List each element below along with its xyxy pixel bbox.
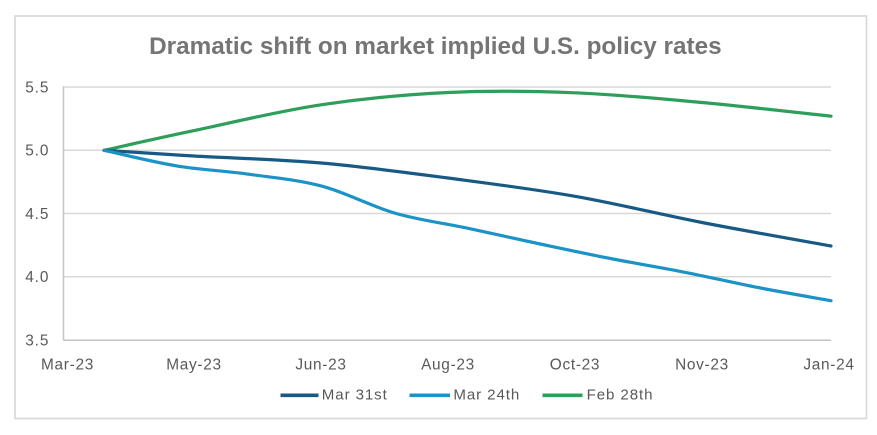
svg-text:4.0: 4.0	[25, 269, 49, 286]
svg-text:Mar 24th: Mar 24th	[453, 387, 520, 404]
svg-text:3.5: 3.5	[25, 333, 49, 350]
svg-text:Oct-23: Oct-23	[550, 357, 600, 374]
svg-text:Feb 28th: Feb 28th	[587, 387, 654, 404]
svg-text:5.5: 5.5	[25, 79, 49, 96]
svg-text:Dramatic shift on market impli: Dramatic shift on market implied U.S. po…	[149, 33, 722, 60]
svg-text:Mar 31st: Mar 31st	[322, 387, 388, 404]
svg-text:May-23: May-23	[166, 357, 222, 374]
svg-text:Nov-23: Nov-23	[675, 357, 729, 374]
svg-text:4.5: 4.5	[25, 206, 49, 223]
svg-text:Jan-24: Jan-24	[803, 357, 854, 374]
svg-text:Aug-23: Aug-23	[421, 357, 475, 374]
svg-text:Mar-23: Mar-23	[41, 357, 94, 374]
svg-text:Jun-23: Jun-23	[295, 357, 346, 374]
svg-text:5.0: 5.0	[25, 143, 49, 160]
